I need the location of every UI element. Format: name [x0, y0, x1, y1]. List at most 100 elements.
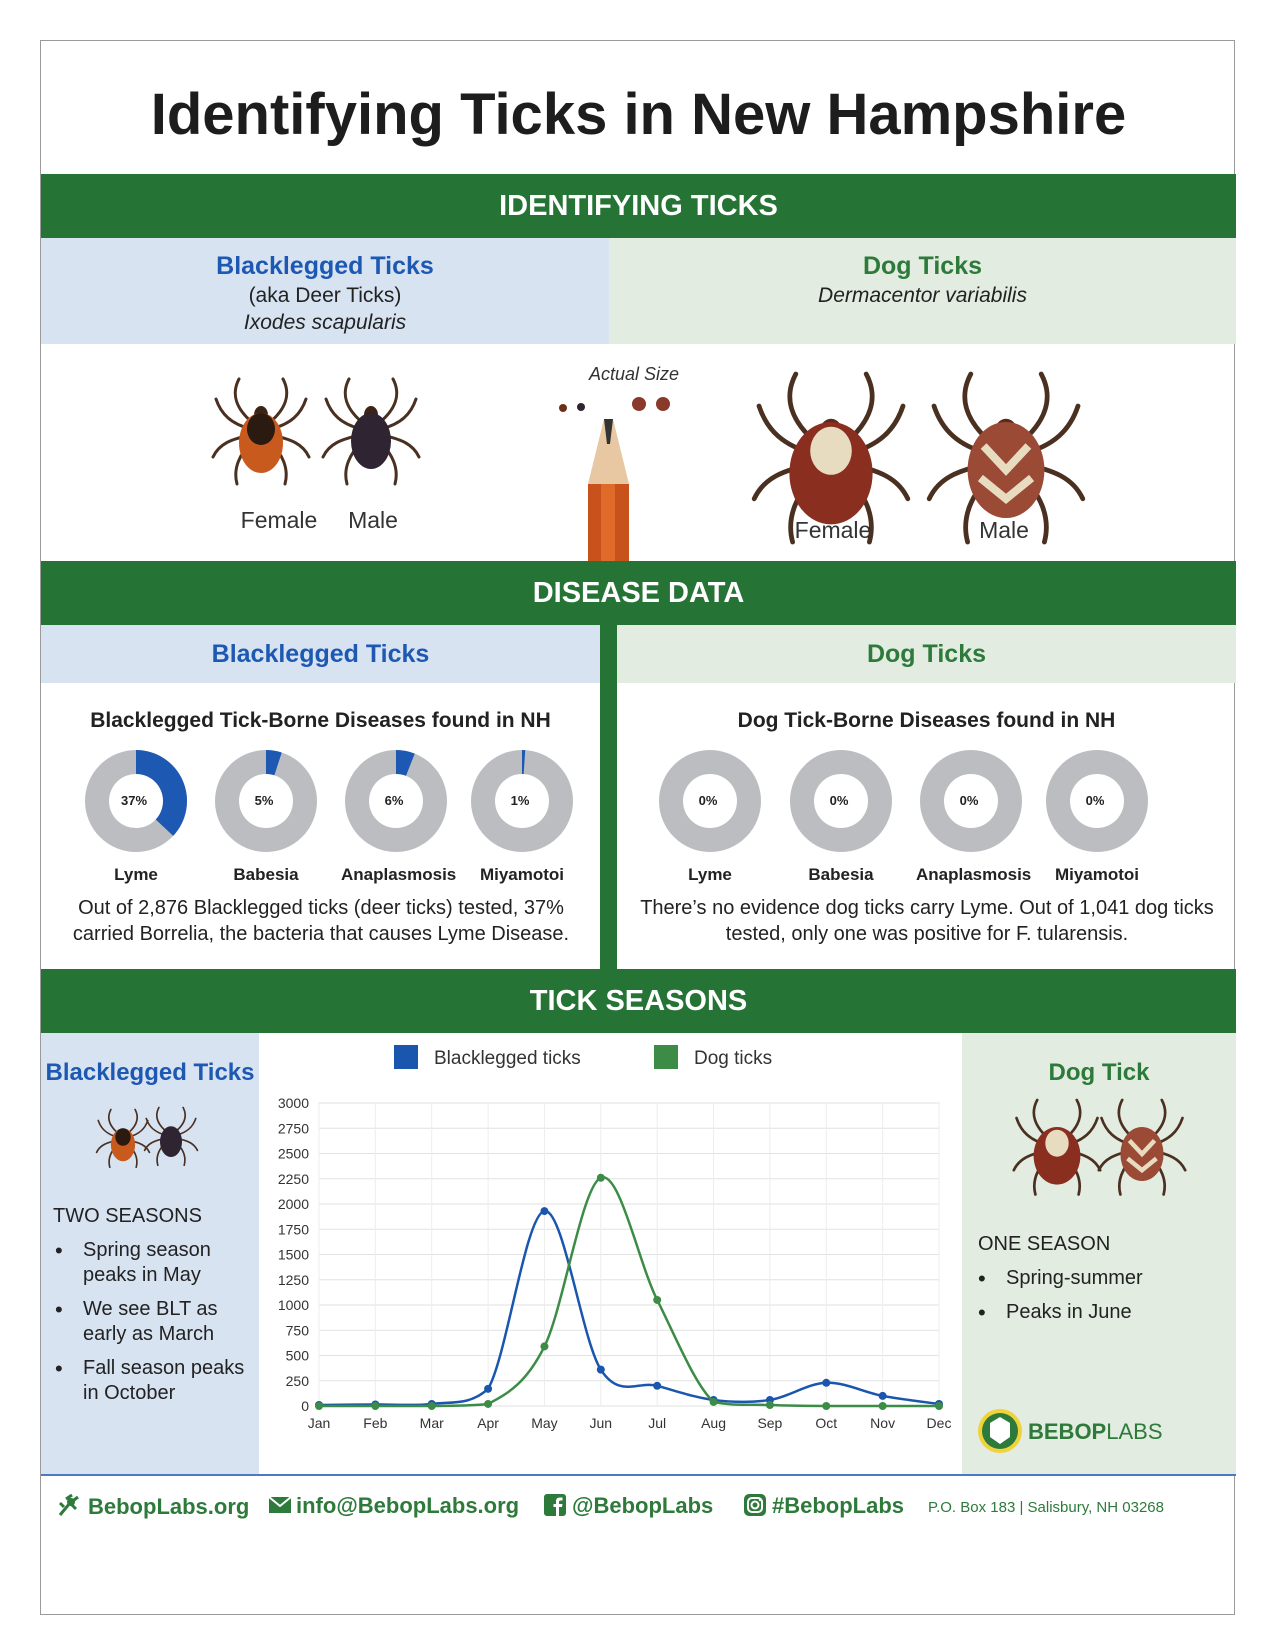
list-item: Fall season peaks in October — [55, 1356, 255, 1406]
donut-hole — [109, 774, 163, 828]
donut-babesia: 5% Babesia — [211, 748, 321, 885]
donut-hole — [495, 774, 549, 828]
seasons-blacklegged-panel: Blacklegged Ticks TWO SEASONS Spring sea… — [41, 1033, 259, 1474]
data-point — [540, 1207, 549, 1216]
donut-label: Babesia — [233, 865, 299, 884]
two-seasons-list: Spring season peaks in May We see BLT as… — [55, 1238, 255, 1406]
blacklegged-male-label: Male — [348, 507, 398, 533]
tick-photos — [211, 344, 1236, 561]
infographic-page: Identifying Ticks in New Hampshire IDENT… — [40, 40, 1236, 1615]
two-seasons-heading: TWO SEASONS — [53, 1205, 202, 1227]
footer-facebook[interactable]: @BebopLabs — [544, 1493, 713, 1519]
donut-percent: 0% — [1085, 793, 1105, 808]
x-tick-label: Jul — [648, 1415, 666, 1431]
disease-blacklegged-header: Blacklegged Ticks — [41, 625, 600, 683]
y-tick-label: 2500 — [278, 1146, 309, 1162]
page-title: Identifying Ticks in New Hampshire — [150, 82, 1127, 147]
y-tick-label: 1500 — [278, 1247, 309, 1263]
footer-instagram[interactable]: #BebopLabs — [744, 1493, 904, 1519]
y-tick-label: 3000 — [278, 1095, 309, 1111]
blacklegged-name: Blacklegged Ticks — [216, 252, 434, 280]
data-point — [371, 1402, 380, 1410]
blacklegged-female-icon — [211, 377, 311, 486]
donut-chart — [471, 750, 573, 852]
bebop-logo-icon — [978, 1409, 1022, 1453]
dog-header-panel: Dog Ticks Dermacentor variabilis — [609, 238, 1236, 344]
disease-divider — [600, 625, 617, 969]
y-tick-label: 2750 — [278, 1120, 309, 1136]
data-point — [878, 1391, 887, 1400]
x-tick-label: May — [531, 1415, 557, 1431]
data-point — [315, 1402, 323, 1410]
logo-text-bold: BEBOP — [1028, 1419, 1107, 1444]
seasons-blacklegged-ticks-icon — [95, 1106, 199, 1169]
x-tick-label: Oct — [815, 1415, 837, 1431]
band-tick-seasons: TICK SEASONS — [41, 969, 1236, 1033]
donut-hole — [814, 774, 868, 828]
logo-text-light: LABS — [1106, 1419, 1163, 1444]
footer-website[interactable]: BebopLabs.org — [56, 1493, 249, 1520]
list-item: We see BLT as early as March — [55, 1297, 255, 1347]
legend-swatch — [394, 1045, 418, 1069]
list-item: Spring season peaks in May — [55, 1238, 255, 1288]
data-point — [878, 1402, 887, 1410]
donut-chart — [920, 750, 1022, 852]
legend-label: Blacklegged ticks — [434, 1048, 581, 1069]
donut-percent: 0% — [698, 793, 718, 808]
dog-species: Dermacentor variabilis — [818, 284, 1027, 307]
x-tick-label: Jun — [590, 1415, 613, 1431]
dog-male-label: Male — [979, 517, 1029, 543]
data-point — [540, 1342, 549, 1351]
x-tick-label: Mar — [420, 1415, 444, 1431]
footer-instagram-text[interactable]: #BebopLabs — [772, 1493, 905, 1518]
seasons-dog-panel: Dog Tick ONE SEASON Spring-summer Peaks … — [962, 1033, 1236, 1474]
data-point — [653, 1381, 662, 1390]
x-tick-label: Dec — [927, 1415, 952, 1431]
data-point — [596, 1173, 605, 1182]
blacklegged-header-panel: Blacklegged Ticks (aka Deer Ticks) Ixode… — [41, 238, 609, 344]
donut-label: Lyme — [114, 865, 158, 884]
x-tick-label: Nov — [870, 1415, 895, 1431]
actual-size-ticks-icon — [559, 397, 670, 412]
blacklegged-disease-subtitle: Blacklegged Tick-Borne Diseases found in… — [90, 709, 551, 732]
list-item: Peaks in June — [978, 1300, 1218, 1325]
disease-blacklegged-name: Blacklegged Ticks — [211, 640, 430, 668]
donut-label: Anaplasmosis — [916, 865, 1032, 884]
x-tick-label: Sep — [757, 1415, 782, 1431]
donut-percent: 37% — [120, 793, 148, 808]
dog-female-label: Female — [794, 517, 872, 543]
donut-hole — [683, 774, 737, 828]
tick-season-chart: 0 250 500 750 1000 1250 1500 1750 2000 2250 2500 27… — [278, 1045, 952, 1431]
bug-icon — [58, 1493, 79, 1516]
data-point — [765, 1400, 774, 1409]
data-point — [653, 1295, 662, 1304]
data-point — [484, 1399, 493, 1408]
band-disease-data: DISEASE DATA — [41, 561, 1236, 625]
donut-anaplasmosis: 0% Anaplasmosis — [916, 748, 1032, 885]
footer-website-text[interactable]: BebopLabs.org — [88, 1494, 250, 1519]
donut-miyamotoi: 0% Miyamotoi — [1042, 748, 1152, 885]
y-tick-label: 250 — [286, 1373, 310, 1389]
one-season-list: Spring-summer Peaks in June — [978, 1266, 1218, 1325]
one-season-heading: ONE SEASON — [978, 1233, 1111, 1255]
y-tick-label: 1000 — [278, 1297, 309, 1313]
blacklegged-disease-note: Out of 2,876 Blacklegged ticks (deer tic… — [72, 897, 570, 945]
footer-email-text[interactable]: info@BebopLabs.org — [296, 1493, 520, 1518]
dog-disease-note: There’s no evidence dog ticks carry Lyme… — [640, 897, 1214, 945]
seasons-dog-ticks-icon — [1012, 1098, 1187, 1196]
donut-chart — [790, 750, 892, 852]
donut-hole — [369, 774, 423, 828]
blacklegged-male-icon — [321, 377, 421, 486]
footer-facebook-text[interactable]: @BebopLabs — [572, 1493, 714, 1518]
list-item: Spring-summer — [978, 1266, 1218, 1291]
dog-name: Dog Ticks — [862, 252, 983, 280]
y-tick-label: 0 — [301, 1398, 309, 1414]
donut-chart — [85, 750, 187, 852]
donut-miyamotoi: 1% Miyamotoi — [467, 748, 577, 885]
blacklegged-aka: (aka Deer Ticks) — [248, 284, 402, 307]
donut-chart — [1046, 750, 1148, 852]
y-tick-label: 750 — [286, 1322, 310, 1338]
data-point — [935, 1402, 943, 1410]
footer-email[interactable]: info@BebopLabs.org — [268, 1493, 519, 1519]
donut-percent: 1% — [510, 793, 530, 808]
